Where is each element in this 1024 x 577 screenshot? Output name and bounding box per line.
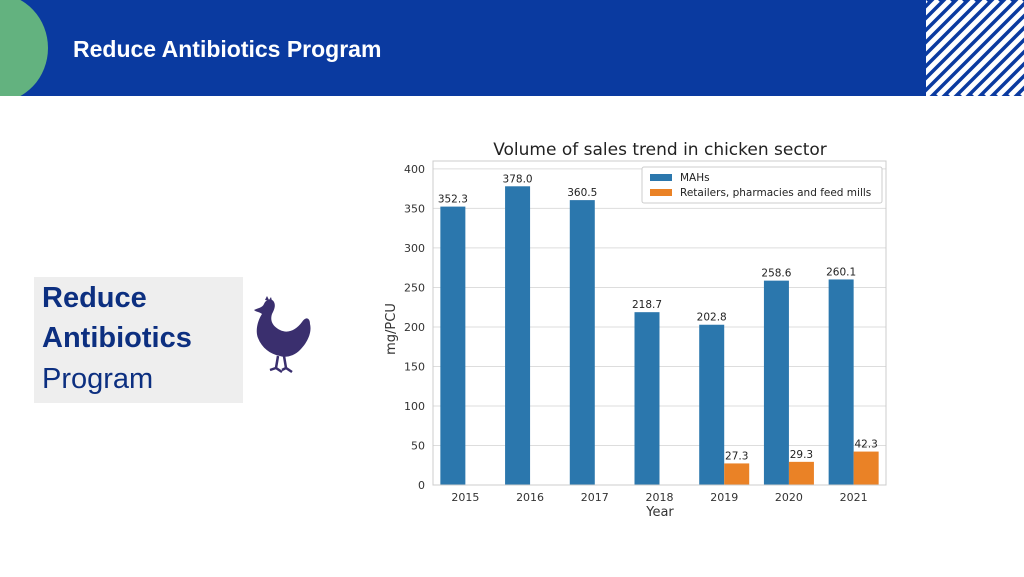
data-label: 352.3 bbox=[438, 194, 468, 206]
x-tick-label: 2017 bbox=[581, 491, 609, 504]
x-axis-label: Year bbox=[645, 505, 674, 520]
legend-swatch bbox=[650, 174, 672, 181]
bar-mahs-2017 bbox=[569, 200, 595, 485]
diagonal-stripes-decoration bbox=[926, 0, 1024, 96]
data-label: 29.3 bbox=[790, 449, 813, 461]
y-tick-label: 400 bbox=[404, 163, 425, 176]
y-tick-label: 200 bbox=[404, 321, 425, 334]
x-tick-label: 2021 bbox=[840, 491, 868, 504]
data-label: 260.1 bbox=[826, 266, 856, 278]
chicken-icon bbox=[254, 296, 311, 374]
chart-bars bbox=[440, 186, 879, 485]
x-tick-label: 2015 bbox=[451, 491, 479, 504]
y-tick-label: 250 bbox=[404, 281, 425, 294]
y-tick-label: 350 bbox=[404, 202, 425, 215]
y-tick-label: 150 bbox=[404, 360, 425, 373]
data-label: 258.6 bbox=[761, 268, 791, 280]
data-label: 378.0 bbox=[503, 173, 533, 185]
chart-legend: MAHs Retailers, pharmacies and feed mills bbox=[641, 166, 883, 204]
x-tick-label: 2019 bbox=[710, 491, 738, 504]
bar-mahs-2018 bbox=[634, 312, 660, 485]
card-line-antibiotics: Antibiotics bbox=[42, 322, 192, 354]
program-card: Reduce Antibiotics Program bbox=[34, 277, 243, 403]
chart-data-labels: 352.3 378.0 360.5 218.7 202.8 27.3 258.6 29.3 26… bbox=[438, 173, 878, 462]
card-line-reduce: Reduce bbox=[42, 282, 147, 314]
y-tick-label: 50 bbox=[411, 439, 425, 452]
plot-frame bbox=[432, 160, 887, 486]
x-tick-label: 2016 bbox=[516, 491, 544, 504]
sales-trend-chart: Volume of sales trend in chicken sector … bbox=[384, 140, 887, 520]
bar-mahs-2021 bbox=[828, 279, 854, 485]
legend-label: MAHs bbox=[680, 172, 710, 184]
bar-mahs-2016 bbox=[505, 186, 531, 485]
decorative-circle bbox=[0, 0, 48, 96]
data-label: 218.7 bbox=[632, 299, 662, 311]
data-label: 202.8 bbox=[697, 312, 727, 324]
chart-axes: 0 50 100 150 200 250 300 350 400 2015 2016 2017 2018… bbox=[404, 160, 887, 504]
page-title: Reduce Antibiotics Program bbox=[73, 36, 382, 62]
y-tick-label: 100 bbox=[404, 400, 425, 413]
bar-retailers-2019 bbox=[724, 463, 750, 485]
y-tick-label: 0 bbox=[418, 479, 425, 492]
bar-retailers-2021 bbox=[853, 451, 879, 485]
legend-swatch bbox=[650, 189, 672, 196]
y-tick-label: 300 bbox=[404, 242, 425, 255]
y-axis-label: mg/PCU bbox=[384, 303, 399, 355]
bar-mahs-2015 bbox=[440, 206, 466, 485]
bar-mahs-2019 bbox=[699, 324, 725, 485]
card-line-program: Program bbox=[42, 363, 154, 395]
data-label: 42.3 bbox=[854, 439, 877, 451]
header-bar: Reduce Antibiotics Program bbox=[0, 0, 1024, 96]
data-label: 27.3 bbox=[725, 450, 748, 462]
x-tick-label: 2018 bbox=[646, 491, 674, 504]
legend-label: Retailers, pharmacies and feed mills bbox=[680, 187, 871, 199]
bar-mahs-2020 bbox=[763, 280, 789, 485]
data-label: 360.5 bbox=[567, 187, 597, 199]
chart-title: Volume of sales trend in chicken sector bbox=[493, 140, 827, 160]
x-tick-label: 2020 bbox=[775, 491, 803, 504]
legend-box bbox=[641, 166, 883, 204]
bar-retailers-2020 bbox=[788, 461, 814, 485]
